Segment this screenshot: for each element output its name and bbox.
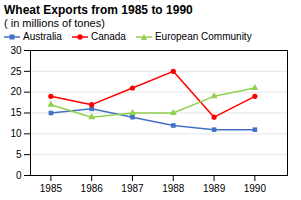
svg-text:5: 5 <box>16 149 22 160</box>
svg-text:15: 15 <box>10 107 22 118</box>
svg-text:10: 10 <box>10 128 22 139</box>
svg-text:25: 25 <box>10 66 22 77</box>
html-text:Canada: Canada <box>90 31 126 42</box>
html-text:European Community: European Community <box>154 31 252 42</box>
svg-text:1990: 1990 <box>244 183 267 194</box>
svg-text:1986: 1986 <box>81 183 104 194</box>
svg-text:1985: 1985 <box>40 183 63 194</box>
svg-text:20: 20 <box>10 86 22 97</box>
svg-text:1988: 1988 <box>162 183 185 194</box>
html-text:Wheat Exports from 1985 to 199: Wheat Exports from 1985 to 1990 <box>4 3 193 17</box>
html-text:( in millions of tones): ( in millions of tones) <box>4 17 105 29</box>
svg-text:1987: 1987 <box>121 183 144 194</box>
svg-text:0: 0 <box>16 170 22 181</box>
svg-text:1989: 1989 <box>203 183 226 194</box>
html-text:Australia: Australia <box>23 31 62 42</box>
svg-text:30: 30 <box>10 45 22 56</box>
